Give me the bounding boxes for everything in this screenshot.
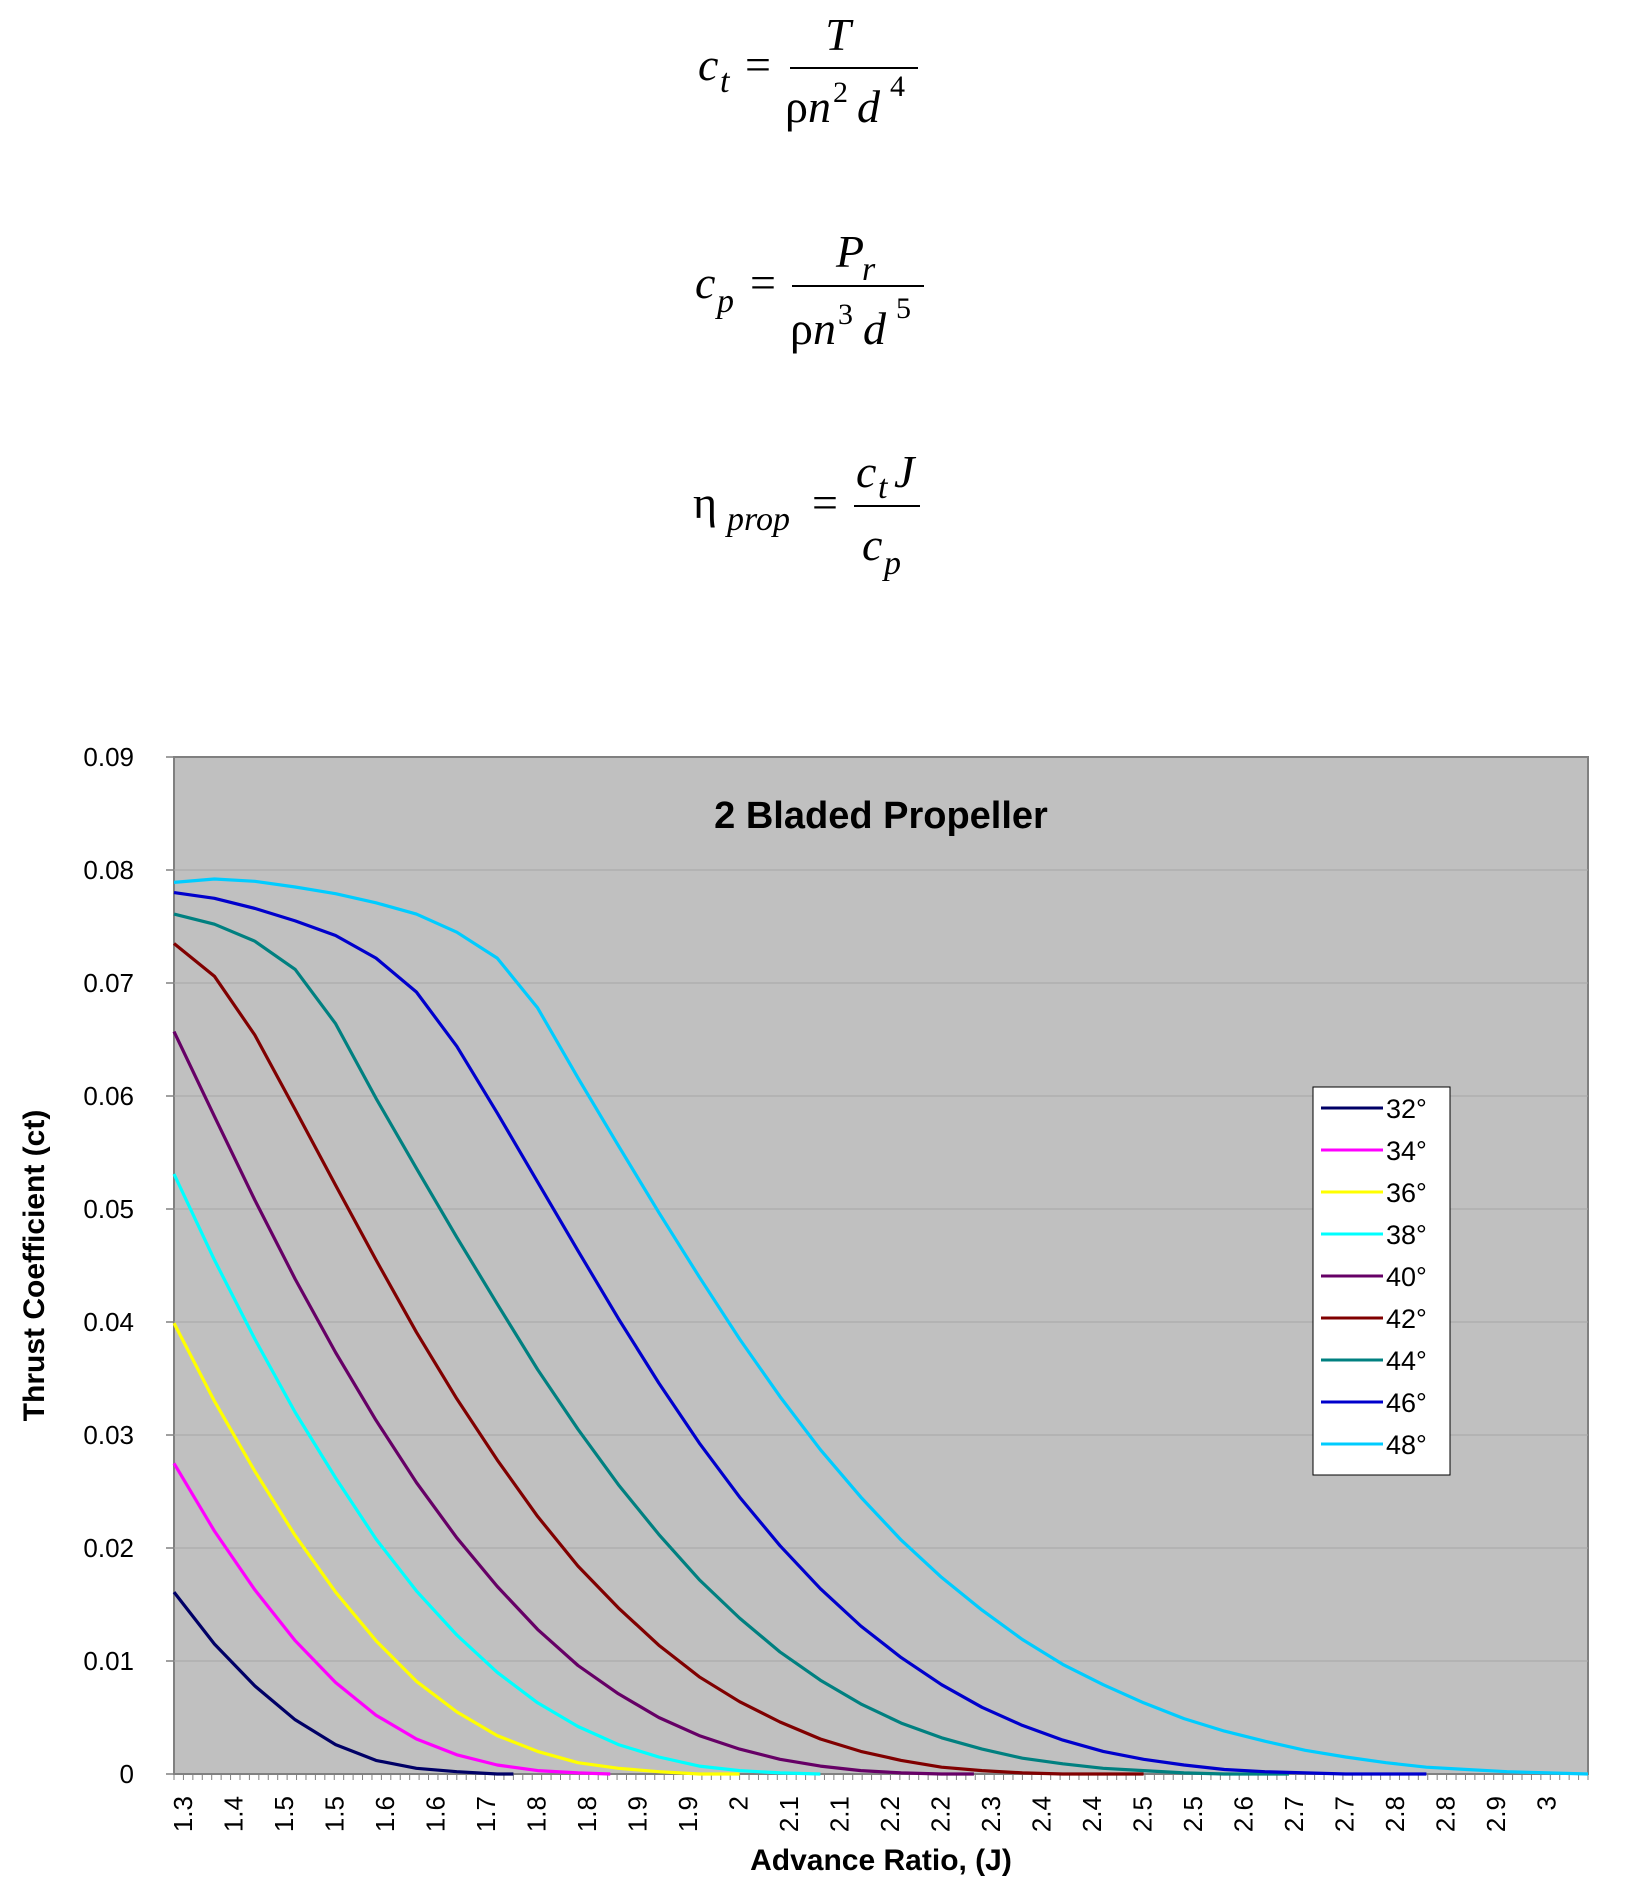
y-tick-label: 0.09 — [83, 742, 134, 772]
eta-num-j: J — [894, 446, 917, 497]
cp-den-d-exp: 5 — [896, 292, 911, 325]
legend: 32° 34° 36° 38° 40° 42° 44° 46° 48° — [1312, 1086, 1451, 1476]
legend-label: 38° — [1386, 1220, 1427, 1250]
legend-label: 32° — [1386, 1094, 1427, 1124]
x-tick-label: 2.1 — [825, 1796, 855, 1832]
x-tick-label: 1.6 — [421, 1796, 451, 1832]
ct-lhs-sub: t — [720, 63, 731, 100]
cp-equals: = — [750, 257, 776, 308]
eta-num-sub: t — [878, 469, 889, 506]
ct-den-n: n — [808, 81, 831, 132]
x-tick-label: 1.9 — [673, 1796, 703, 1832]
y-tick-label: 0.08 — [83, 855, 134, 885]
eta-den-c: c — [862, 519, 882, 570]
cp-den-n: n — [813, 303, 836, 354]
x-tick-label: 2 — [724, 1796, 754, 1810]
x-tick-label: 2.9 — [1481, 1796, 1511, 1832]
x-tick-label: 1.6 — [370, 1796, 400, 1832]
series-line-34deg — [172, 1462, 611, 1776]
x-tick-label: 2.1 — [774, 1796, 804, 1832]
y-tick-label: 0.05 — [83, 1194, 134, 1224]
thrust-coefficient-chart: 0 0.01 0.02 0.03 0.04 0.05 0.06 0.07 0.08 0.09 1.… — [18, 742, 1589, 1877]
ct-equals: = — [745, 39, 771, 90]
y-axis-ticks: 0 0.01 0.02 0.03 0.04 0.05 0.06 0.07 0.08 0.09 — [83, 742, 174, 1789]
series-line-42deg — [172, 942, 1144, 1776]
x-tick-label: 1.8 — [522, 1796, 552, 1832]
legend-label: 42° — [1386, 1304, 1427, 1334]
x-tick-label: 1.4 — [219, 1796, 249, 1832]
ct-den-d-exp: 4 — [890, 70, 905, 103]
legend-label: 36° — [1386, 1178, 1427, 1208]
cp-numerator: P — [835, 226, 864, 277]
cp-numerator-sub: r — [862, 251, 876, 288]
legend-label: 48° — [1386, 1430, 1427, 1460]
x-tick-label: 2.8 — [1380, 1796, 1410, 1832]
x-tick-label: 2.7 — [1279, 1796, 1309, 1832]
legend-label: 34° — [1386, 1136, 1427, 1166]
legend-box — [1312, 1086, 1451, 1476]
y-tick-label: 0.04 — [83, 1307, 134, 1337]
series-lines — [172, 877, 1589, 1776]
cp-den-n-exp: 3 — [838, 298, 853, 331]
x-tick-label: 2.5 — [1128, 1796, 1158, 1832]
y-tick-label: 0.03 — [83, 1420, 134, 1450]
x-tick-label: 1.5 — [320, 1796, 350, 1832]
x-tick-label: 2.2 — [875, 1796, 905, 1832]
y-tick-label: 0.06 — [83, 1081, 134, 1111]
formula-propeller-efficiency: η prop = c t J c p — [0, 440, 1625, 590]
y-axis-title: Thrust Coefficient (ct) — [18, 1110, 51, 1422]
x-tick-label: 2.8 — [1431, 1796, 1461, 1832]
x-tick-label: 1.5 — [269, 1796, 299, 1832]
chart-title: 2 Bladed Propeller — [714, 795, 1048, 837]
series-line-38deg — [172, 1173, 821, 1776]
x-tick-label: 2.2 — [926, 1796, 956, 1832]
series-line-44deg — [173, 912, 1289, 1776]
formula-thrust-coefficient-svg: c t = T ρ n 2 d 4 — [698, 9, 918, 132]
x-axis-ticks: 1.3 1.4 1.5 1.5 1.6 1.6 1.7 1.8 1.8 1.9 1.9 2 2.1 2.1… — [168, 1774, 1589, 1832]
x-axis-title: Advance Ratio, (J) — [750, 1844, 1012, 1877]
cp-den-rho: ρ — [790, 303, 813, 354]
legend-label: 40° — [1386, 1262, 1427, 1292]
x-tick-label: 2.4 — [1077, 1796, 1107, 1832]
cp-lhs: c — [695, 257, 715, 308]
cp-lhs-sub: p — [715, 283, 734, 320]
formula-power-coefficient-svg: c p = P r ρ n 3 d 5 — [695, 226, 924, 354]
formula-propeller-efficiency-svg: η prop = c t J c p — [693, 446, 920, 582]
eta-equals: = — [812, 477, 838, 528]
series-line-32deg — [172, 1591, 514, 1776]
ct-den-n-exp: 2 — [833, 76, 848, 109]
x-tick-label: 2.6 — [1229, 1796, 1259, 1832]
y-tick-label: 0.01 — [83, 1646, 134, 1676]
ct-lhs: c — [698, 39, 718, 90]
ct-numerator: T — [825, 9, 854, 60]
series-line-46deg — [173, 891, 1427, 1776]
cp-den-d: d — [863, 303, 887, 354]
x-tick-label: 3 — [1532, 1796, 1562, 1810]
x-tick-label: 2.7 — [1330, 1796, 1360, 1832]
x-tick-label: 2.4 — [1027, 1796, 1057, 1832]
eta-lhs: η — [693, 477, 717, 528]
y-tick-label: 0.02 — [83, 1533, 134, 1563]
x-tick-label: 2.3 — [976, 1796, 1006, 1832]
formula-thrust-coefficient: c t = T ρ n 2 d 4 — [0, 0, 1625, 160]
legend-label: 46° — [1386, 1388, 1427, 1418]
eta-num-c: c — [856, 446, 876, 497]
x-tick-label: 1.3 — [168, 1796, 198, 1832]
ct-den-d: d — [857, 81, 881, 132]
ct-den-rho: ρ — [785, 81, 808, 132]
formula-power-coefficient: c p = P r ρ n 3 d 5 — [0, 220, 1625, 370]
series-line-48deg — [173, 877, 1589, 1776]
y-tick-label: 0 — [120, 1759, 134, 1789]
x-tick-label: 1.7 — [471, 1796, 501, 1832]
x-tick-label: 1.9 — [623, 1796, 653, 1832]
x-tick-label: 2.5 — [1178, 1796, 1208, 1832]
x-tick-label: 1.8 — [572, 1796, 602, 1832]
eta-den-sub: p — [882, 545, 901, 582]
series-line-40deg — [172, 1030, 974, 1776]
series-line-36deg — [172, 1322, 740, 1776]
eta-lhs-sub: prop — [725, 501, 790, 538]
y-tick-label: 0.07 — [83, 968, 134, 998]
legend-label: 44° — [1386, 1346, 1427, 1376]
